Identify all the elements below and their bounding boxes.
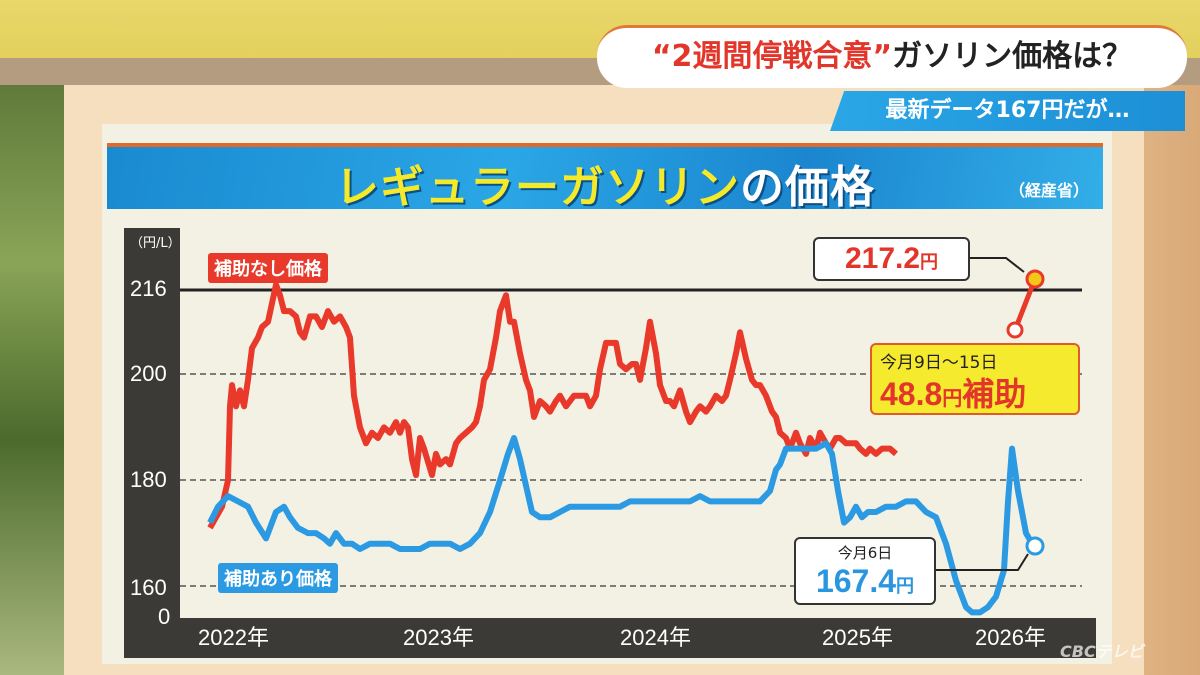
subsidy-amount: 48.8 bbox=[880, 376, 943, 412]
marker-latest-with-subsidy bbox=[1025, 536, 1045, 556]
yen-unit: 円 bbox=[920, 252, 939, 272]
x-tick-2024: 2024年 bbox=[620, 625, 691, 650]
callout-no-subsidy-value: 217.2 bbox=[844, 242, 921, 275]
latest-date: 今月6日 bbox=[837, 544, 893, 562]
marker-prev-no-subsidy bbox=[1006, 321, 1024, 339]
subsidy-period: 今月9日～15日 bbox=[880, 353, 998, 373]
headline-banner: “2週間停戦合意”ガソリン価格は？ bbox=[597, 25, 1187, 88]
y-tick-216: 216 bbox=[130, 276, 167, 301]
legend-no-subsidy: 補助なし価格 bbox=[208, 253, 328, 283]
x-axis-bar bbox=[124, 618, 1096, 658]
callout-latest-price: 今月6日 167.4円 bbox=[794, 537, 936, 605]
subsidy-amount-line: 48.8円補助 bbox=[880, 369, 1026, 415]
y-tick-180: 180 bbox=[130, 467, 167, 492]
y-axis-unit: （円/L） bbox=[130, 236, 181, 251]
legend-with-subsidy: 補助あり価格 bbox=[218, 563, 338, 593]
subheadline-banner: 最新データ167円だが… bbox=[830, 91, 1185, 131]
headline-rest: ガソリン価格は？ bbox=[892, 39, 1133, 74]
subsidy-word: 補助 bbox=[962, 376, 1027, 412]
marker-latest-no-subsidy bbox=[1025, 269, 1045, 289]
x-tick-2026: 2026年 bbox=[975, 625, 1046, 650]
studio-background-plants bbox=[0, 85, 64, 675]
callout-no-subsidy-price: 217.2円 bbox=[813, 237, 970, 281]
y-tick-160: 160 bbox=[130, 575, 167, 600]
latest-price-value: 167.4 bbox=[815, 563, 897, 599]
chart-title-band: レギュラーガソリンの価格 （経産省） bbox=[107, 143, 1103, 213]
headline-quoted: “2週間停戦合意” bbox=[651, 39, 893, 74]
series-line-no-subsidy bbox=[207, 281, 898, 530]
y-tick-0: 0 bbox=[158, 604, 171, 629]
series-line-with-subsidy bbox=[207, 435, 1037, 616]
y-axis-bar bbox=[124, 228, 180, 658]
chart-title-white: の価格 bbox=[740, 162, 875, 213]
callout-subsidy: 今月9日～15日 48.8円補助 bbox=[870, 343, 1080, 415]
callout-connector-blue bbox=[936, 553, 1029, 571]
yen-unit: 円 bbox=[896, 576, 915, 596]
x-tick-2023: 2023年 bbox=[403, 625, 474, 650]
chart-title-yellow: レギュラーガソリン bbox=[335, 162, 740, 213]
callout-connector-red bbox=[970, 257, 1025, 273]
yen-unit: 円 bbox=[942, 388, 963, 410]
chart-title: レギュラーガソリンの価格 bbox=[107, 151, 1103, 215]
broadcaster-logo: CBCテレビ bbox=[1060, 642, 1144, 661]
x-tick-2025: 2025年 bbox=[822, 625, 893, 650]
y-tick-200: 200 bbox=[130, 361, 167, 386]
latest-price-line: 167.4円 bbox=[796, 563, 934, 604]
chart-source: （経産省） bbox=[1008, 181, 1089, 200]
x-tick-2022: 2022年 bbox=[198, 625, 269, 650]
